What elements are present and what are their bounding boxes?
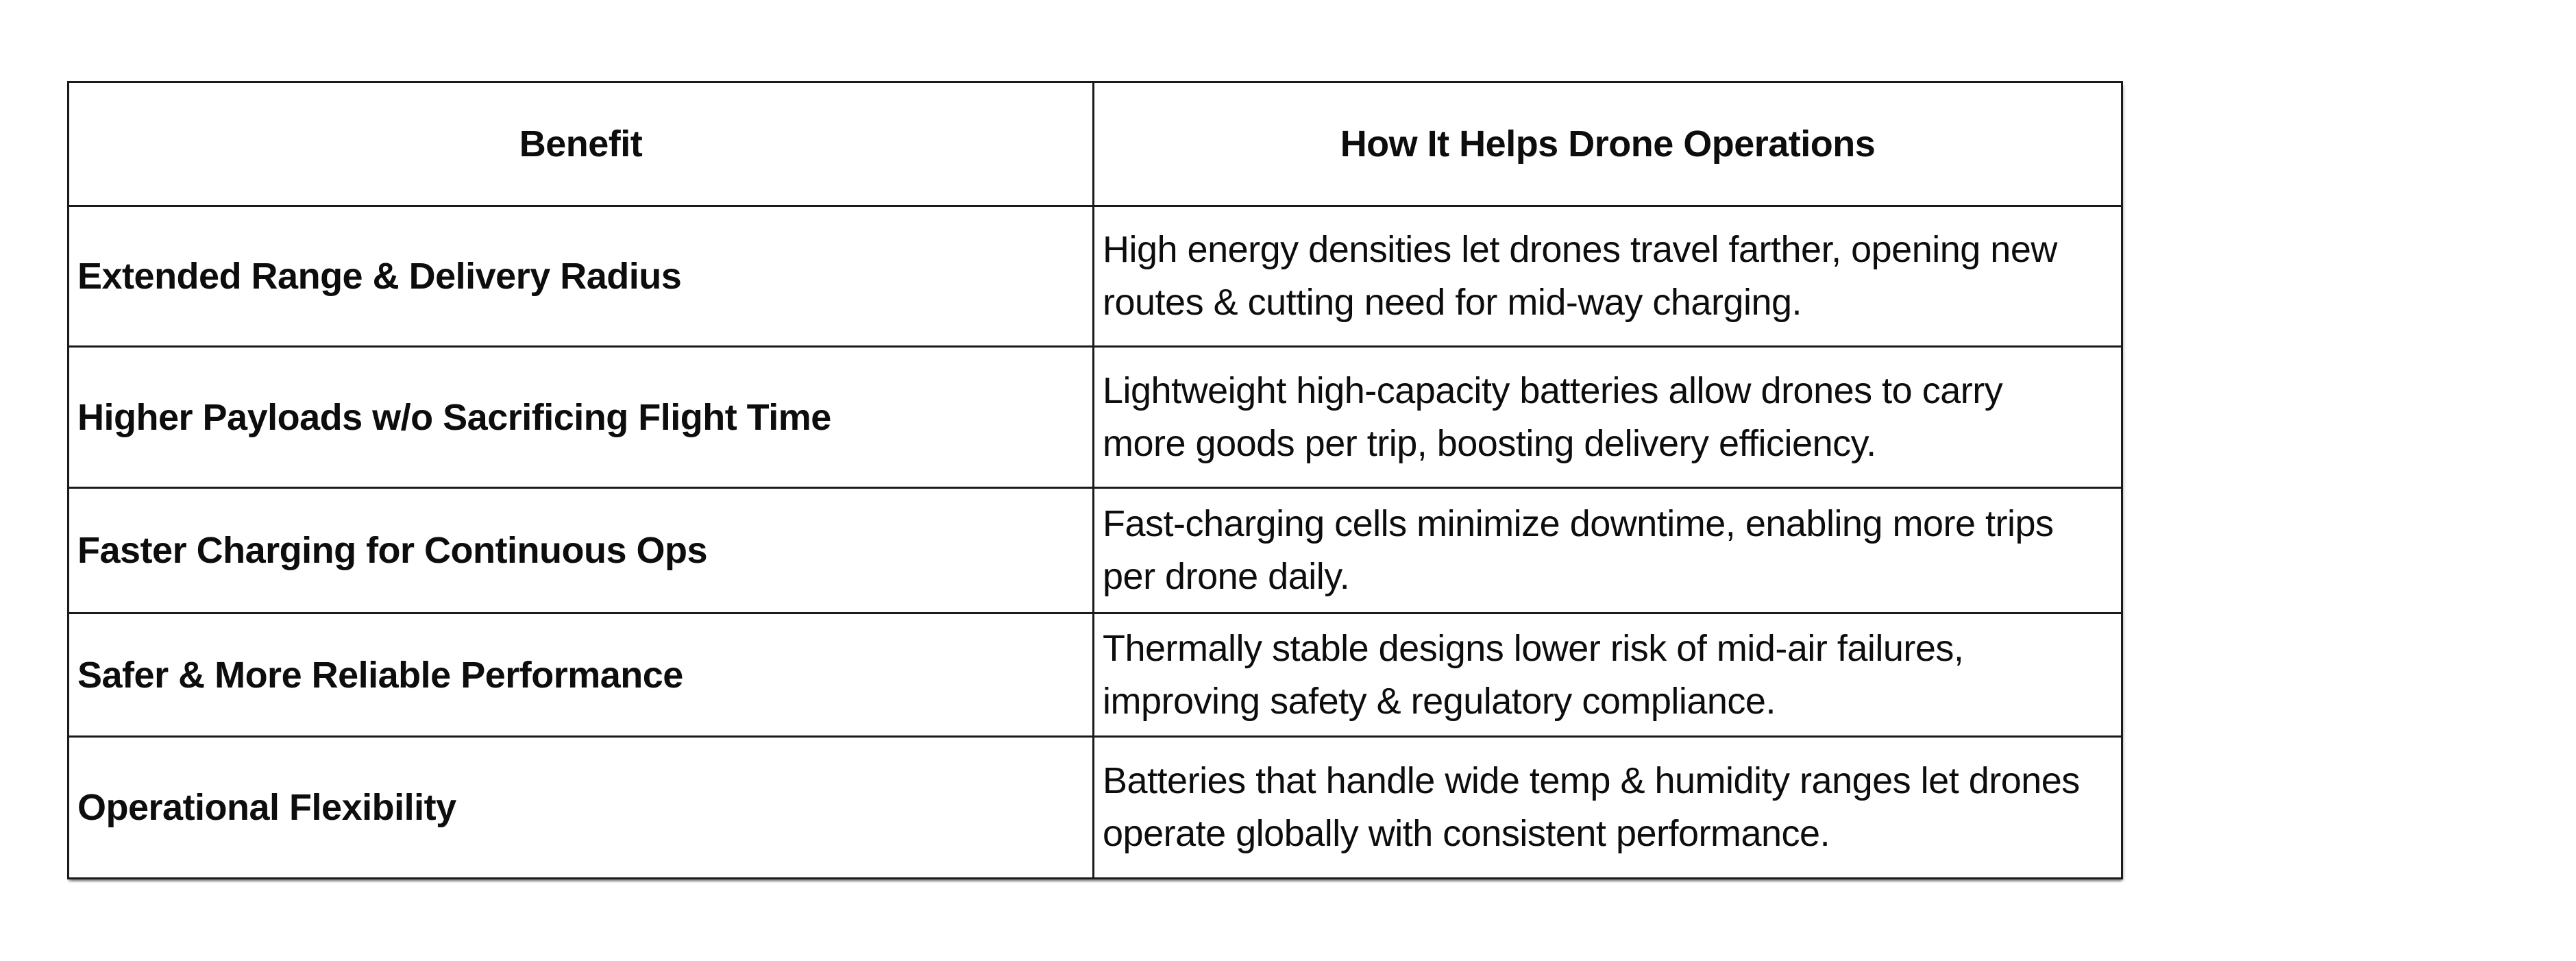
header-row: Benefit How It Helps Drone Operations — [67, 81, 2123, 207]
description-cell: High energy densities let drones travel … — [1092, 205, 2123, 348]
table-row: Faster Charging for Continuous Ops Fast-… — [67, 487, 2123, 614]
table-row: Higher Payloads w/o Sacrificing Flight T… — [67, 345, 2123, 489]
column-header-how-it-helps: How It Helps Drone Operations — [1092, 81, 2123, 207]
description-cell: Thermally stable designs lower risk of m… — [1092, 612, 2123, 738]
benefit-cell: Safer & More Reliable Performance — [67, 612, 1094, 738]
description-cell: Fast-charging cells minimize downtime, e… — [1092, 487, 2123, 614]
table-row: Operational Flexibility Batteries that h… — [67, 735, 2123, 879]
benefit-cell: Extended Range & Delivery Radius — [67, 205, 1094, 348]
benefit-cell: Higher Payloads w/o Sacrificing Flight T… — [67, 345, 1094, 489]
column-header-benefit: Benefit — [67, 81, 1094, 207]
table-row: Safer & More Reliable Performance Therma… — [67, 612, 2123, 738]
benefit-cell: Faster Charging for Continuous Ops — [67, 487, 1094, 614]
description-cell: Batteries that handle wide temp & humidi… — [1092, 735, 2123, 879]
benefit-cell: Operational Flexibility — [67, 735, 1094, 879]
description-cell: Lightweight high-capacity batteries allo… — [1092, 345, 2123, 489]
benefits-table: Benefit How It Helps Drone Operations Ex… — [67, 81, 2123, 879]
table-row: Extended Range & Delivery Radius High en… — [67, 205, 2123, 348]
